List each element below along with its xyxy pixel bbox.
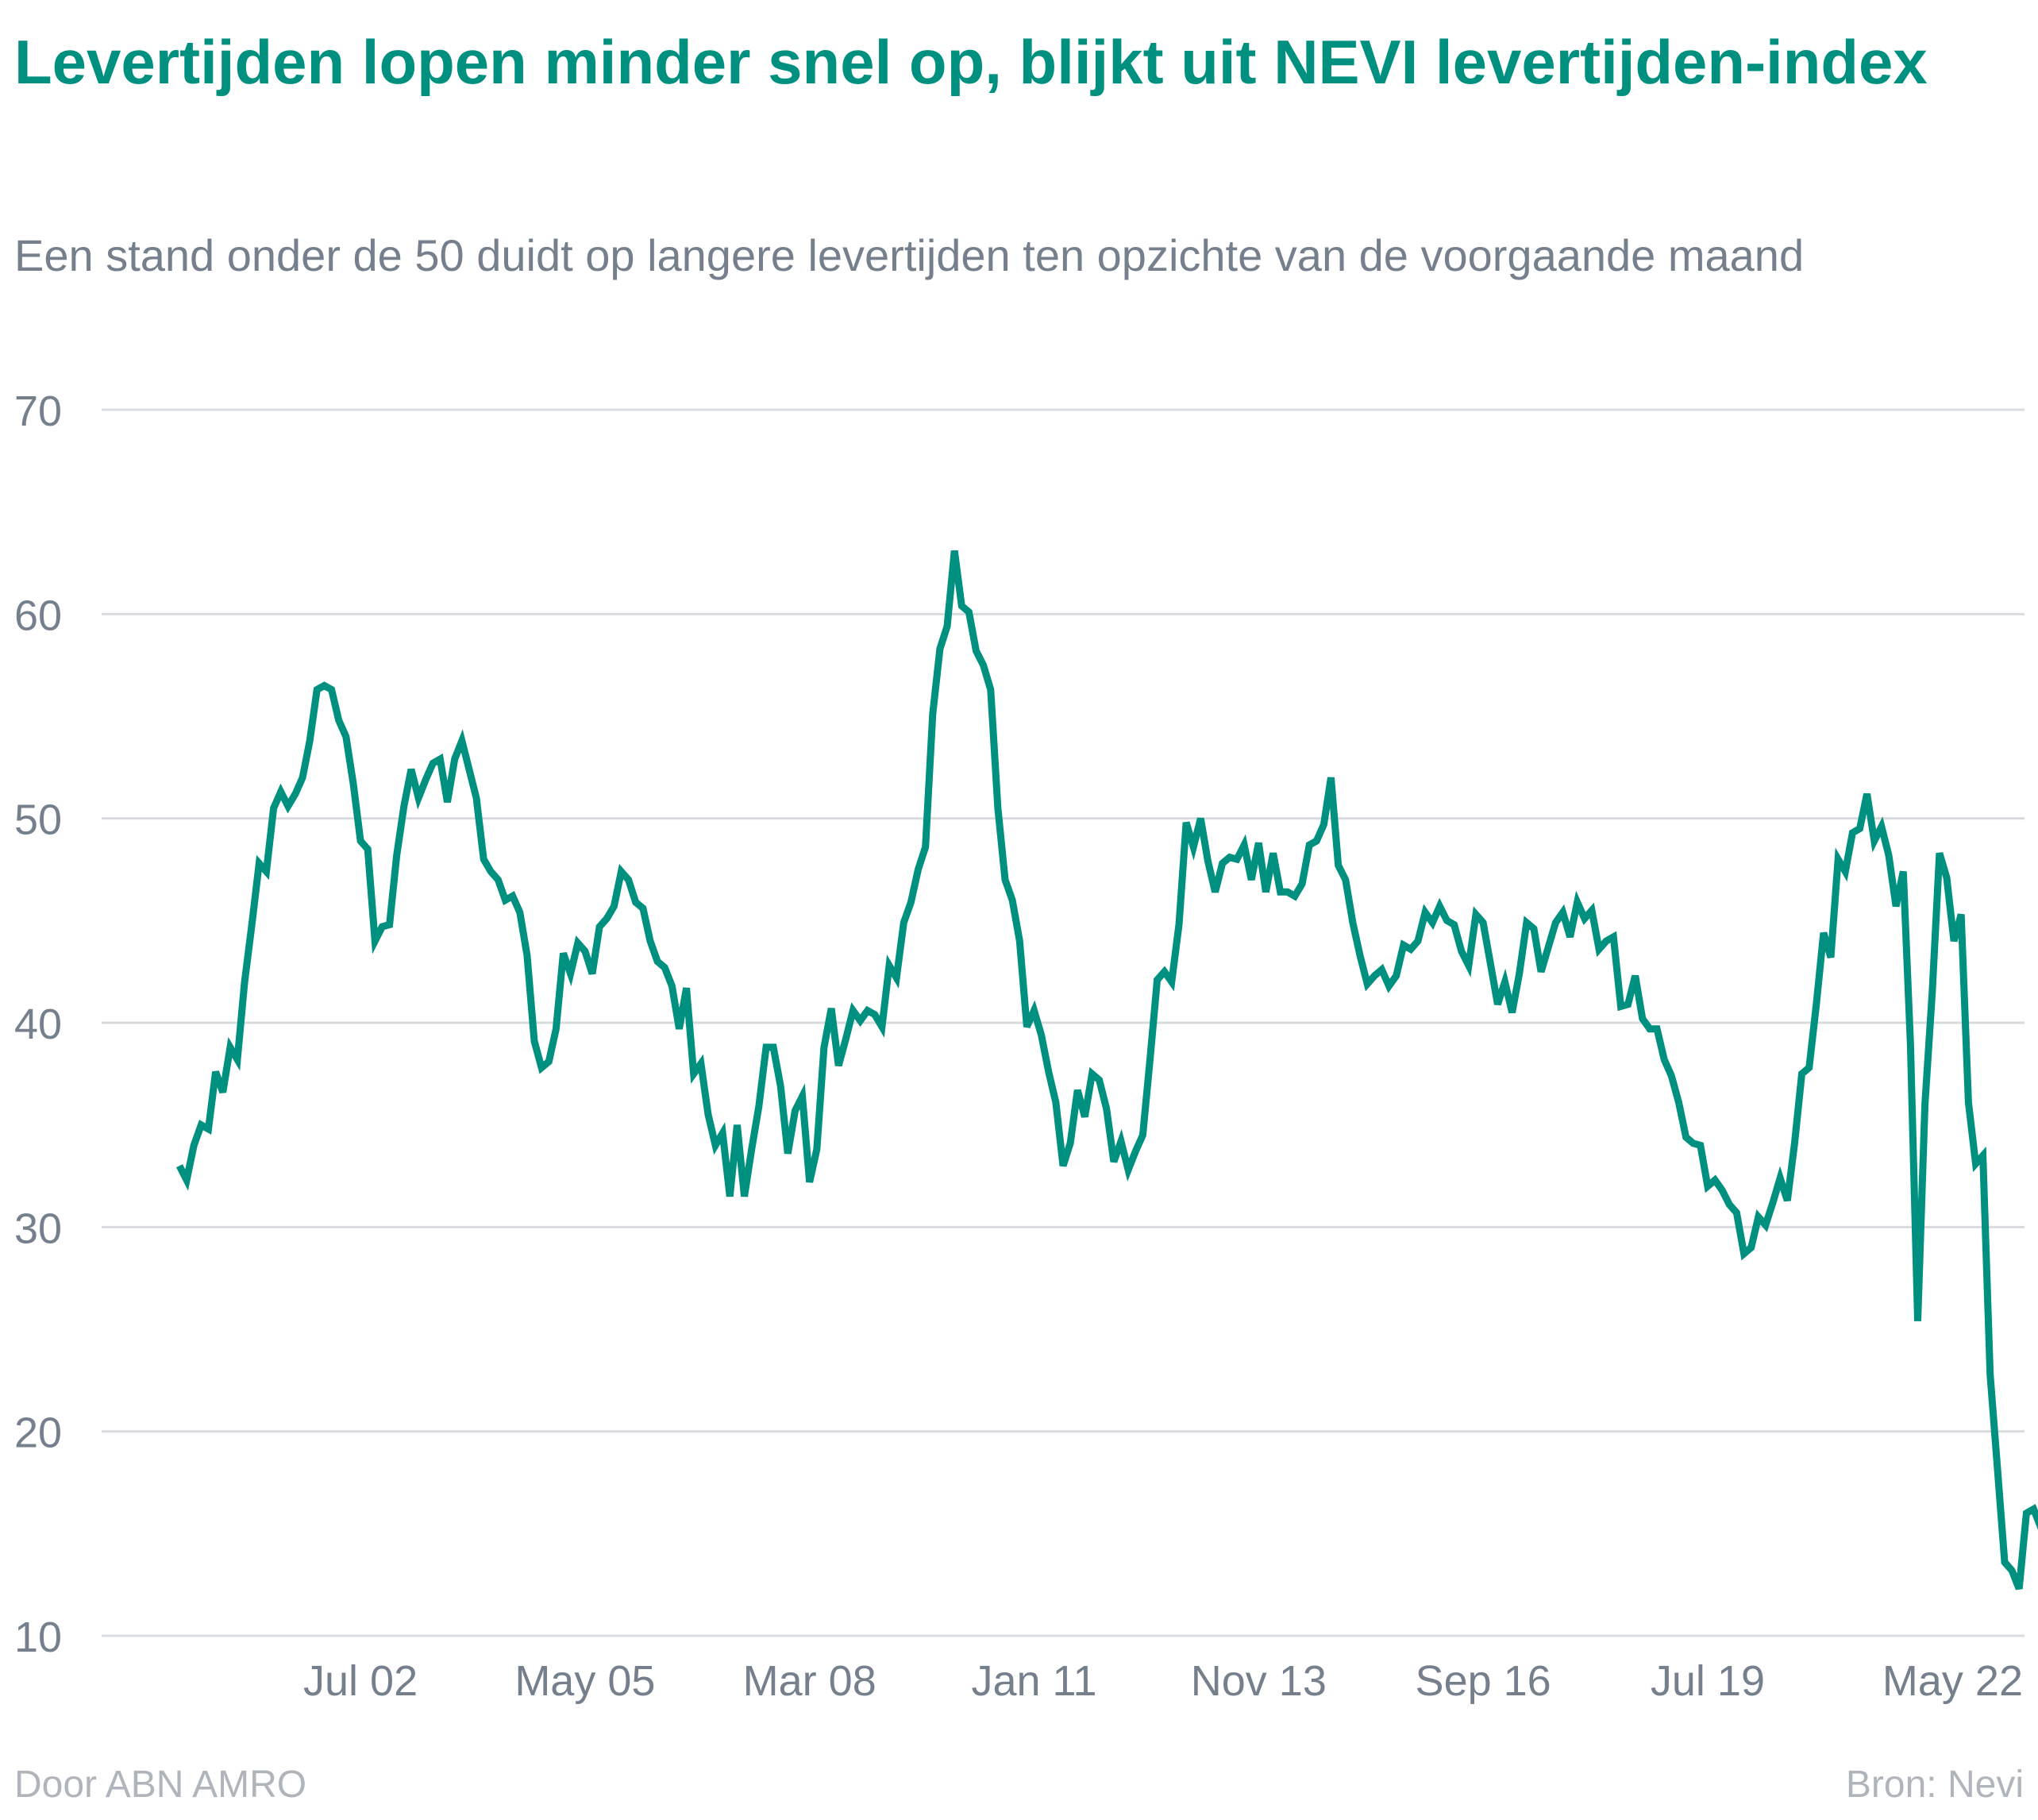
series-line-0 bbox=[175, 550, 2038, 1591]
x-tick-label-jan-11: Jan 11 bbox=[971, 1657, 1096, 1705]
y-tick-label-40: 40 bbox=[14, 1001, 62, 1048]
y-axis-tick-labels: 10 20 30 40 50 60 70 bbox=[14, 388, 62, 1661]
chart-subtitle: Een stand onder de 50 duidt op langere l… bbox=[14, 230, 1805, 280]
series-layer bbox=[175, 550, 2038, 1591]
x-axis-tick-labels: Jul 02 May 05 Mar 08 Jan 11 Nov 13 Sep 16 Jul … bbox=[303, 1657, 2023, 1705]
y-tick-label-20: 20 bbox=[14, 1409, 62, 1457]
y-tick-label-60: 60 bbox=[14, 592, 62, 639]
x-tick-label-jul-02: Jul 02 bbox=[303, 1657, 418, 1705]
x-tick-label-jul-19: Jul 19 bbox=[1651, 1657, 1765, 1705]
x-tick-label-sep-16: Sep 16 bbox=[1416, 1657, 1551, 1705]
x-tick-label-nov-13: Nov 13 bbox=[1191, 1657, 1327, 1705]
credit-text: Door ABN AMRO bbox=[14, 1764, 307, 1806]
gridlines bbox=[102, 408, 2025, 1637]
chart-title: Levertijden lopen minder snel op, blijkt… bbox=[14, 27, 1928, 97]
y-tick-label-30: 30 bbox=[14, 1205, 62, 1252]
x-tick-label-may-22: May 22 bbox=[1882, 1657, 2023, 1705]
x-tick-label-may-05: May 05 bbox=[514, 1657, 655, 1705]
x-tick-label-mar-08: Mar 08 bbox=[743, 1657, 876, 1705]
y-tick-label-50: 50 bbox=[14, 796, 62, 844]
source-text: Bron: Nevi bbox=[1845, 1764, 2024, 1806]
y-tick-label-70: 70 bbox=[14, 388, 62, 435]
y-tick-label-10: 10 bbox=[14, 1614, 62, 1661]
